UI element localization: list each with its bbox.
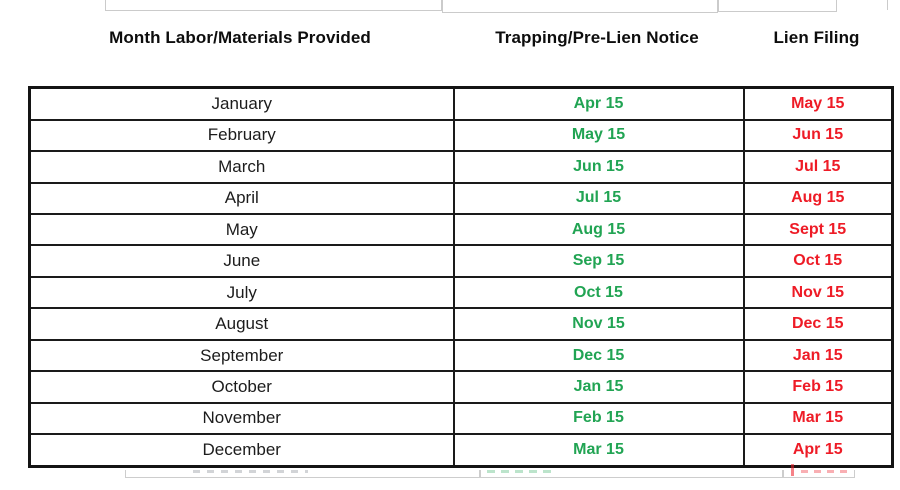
month-cell: July [28, 275, 455, 310]
trapping-date-cell: Aug 15 [452, 213, 745, 247]
trapping-date-cell: Jun 15 [452, 150, 745, 184]
ghost-cell-border [125, 470, 480, 478]
trapping-date-cell: Jan 15 [452, 370, 745, 404]
lien-date-cell: Feb 15 [742, 370, 894, 404]
month-cell: December [28, 433, 455, 468]
lien-date-cell: Jan 15 [742, 338, 894, 373]
table-row: May Aug 15 Sept 15 [28, 213, 894, 247]
lien-date-cell: Jun 15 [742, 118, 894, 153]
table-row: September Dec 15 Jan 15 [28, 338, 894, 373]
table-row: January Apr 15 May 15 [28, 86, 894, 121]
lien-date-cell: Nov 15 [742, 275, 894, 310]
lien-date-cell: Apr 15 [742, 433, 894, 468]
month-cell: October [28, 370, 455, 404]
header-month-labor-materials: Month Labor/Materials Provided [109, 28, 371, 47]
table-row: April Jul 15 Aug 15 [28, 181, 894, 216]
trapping-date-cell: Apr 15 [452, 86, 745, 121]
month-cell: May [28, 213, 455, 247]
lien-date-cell: Aug 15 [742, 181, 894, 216]
lien-date-cell: Oct 15 [742, 244, 894, 278]
table-row: November Feb 15 Mar 15 [28, 401, 894, 436]
ghost-text-artifact [791, 464, 794, 476]
trapping-date-cell: Sep 15 [452, 244, 745, 278]
table-row: June Sep 15 Oct 15 [28, 244, 894, 278]
lien-date-cell: Jul 15 [742, 150, 894, 184]
lien-date-cell: Mar 15 [742, 401, 894, 436]
table-row: October Jan 15 Feb 15 [28, 370, 894, 404]
ghost-text-artifact [487, 470, 555, 473]
table-row: August Nov 15 Dec 15 [28, 307, 894, 341]
lien-date-cell: Sept 15 [742, 213, 894, 247]
ghost-cell-border [887, 0, 888, 10]
lien-date-cell: Dec 15 [742, 307, 894, 341]
trapping-date-cell: Mar 15 [452, 433, 745, 468]
month-cell: February [28, 118, 455, 153]
trapping-date-cell: Dec 15 [452, 338, 745, 373]
month-cell: September [28, 338, 455, 373]
trapping-date-cell: Oct 15 [452, 275, 745, 310]
ghost-cell-border [105, 0, 442, 11]
header-trapping-pre-lien: Trapping/Pre-Lien Notice [495, 28, 699, 47]
month-cell: March [28, 150, 455, 184]
ghost-cell-border [718, 0, 837, 12]
month-cell: January [28, 86, 455, 121]
ghost-cell-border [442, 0, 718, 13]
table-row: December Mar 15 Apr 15 [28, 433, 894, 468]
month-cell: June [28, 244, 455, 278]
trapping-date-cell: Feb 15 [452, 401, 745, 436]
month-cell: August [28, 307, 455, 341]
trapping-date-cell: Jul 15 [452, 181, 745, 216]
ghost-cell-border [480, 470, 783, 478]
lien-deadline-table: January Apr 15 May 15 February May 15 Ju… [28, 86, 894, 468]
ghost-text-artifact [193, 470, 308, 473]
table-row: March Jun 15 Jul 15 [28, 150, 894, 184]
month-cell: November [28, 401, 455, 436]
lien-date-cell: May 15 [742, 86, 894, 121]
trapping-date-cell: May 15 [452, 118, 745, 153]
ghost-cell-border [783, 470, 855, 478]
header-lien-filing: Lien Filing [773, 28, 860, 47]
ghost-text-artifact [801, 470, 847, 473]
table-row: July Oct 15 Nov 15 [28, 275, 894, 310]
table-row: February May 15 Jun 15 [28, 118, 894, 153]
month-cell: April [28, 181, 455, 216]
trapping-date-cell: Nov 15 [452, 307, 745, 341]
